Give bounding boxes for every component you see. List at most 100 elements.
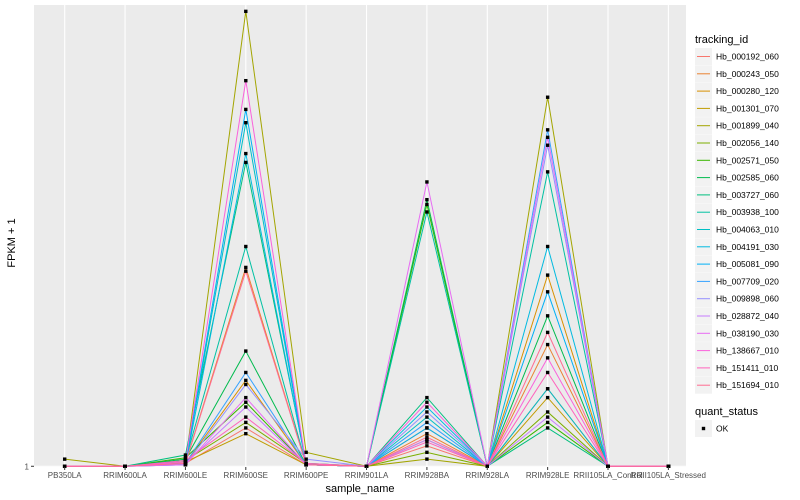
legend2-title: quant_status [695,406,758,418]
data-point [183,453,188,457]
x-tick-label: RRIM928BA [405,471,450,480]
data-point [244,265,248,270]
data-point [244,78,248,83]
data-point [244,405,248,409]
data-point [425,405,429,409]
legend-quant-status: quant_status OK [695,406,758,437]
legend-label: Hb_007709_020 [716,276,779,286]
legend-label: Hb_002585_060 [716,173,779,183]
data-point [244,151,248,156]
data-point [545,128,550,132]
data-point [244,378,248,383]
data-point [244,160,248,165]
data-point [545,95,550,99]
data-point [425,444,429,448]
y-tick-label: 1 [25,462,30,471]
data-point [244,426,248,430]
data-point [545,342,550,347]
data-point [545,370,550,375]
data-point [545,143,550,147]
x-tick-label: RRIM600LE [164,471,208,480]
data-point [425,410,429,414]
y-axis: 1 [25,462,34,471]
data-point [545,273,550,277]
data-point [425,420,429,425]
x-tick-label: RRII105LA_Stressed [631,471,706,480]
legend-label: Hb_151694_010 [716,380,779,390]
series-points [62,9,671,468]
legend2-key-point [701,426,706,431]
data-point [244,420,248,425]
legend-label: Hb_038190_030 [716,328,779,338]
data-point [62,457,67,461]
data-point [666,464,671,468]
data-point [425,450,429,455]
data-point [545,387,550,391]
legend-label: Hb_000280_120 [716,86,779,96]
data-point [123,464,127,468]
data-point [425,437,429,442]
data-point [545,330,550,335]
data-point [244,395,248,400]
data-point [425,202,429,207]
data-point [244,431,248,436]
data-point [425,426,429,430]
data-point [425,415,429,419]
legend-label: Hb_001301_070 [716,103,779,113]
data-point [485,464,489,468]
x-tick-label: RRIM600LA [103,471,147,480]
data-point [425,210,429,214]
legend-label: Hb_000243_050 [716,69,779,79]
x-tick-label: PB350LA [48,471,82,480]
x-tick-label: RRIM928LA [465,471,509,480]
legend-label: Hb_000192_060 [716,52,779,62]
data-point [545,135,550,140]
legend-label: Hb_003938_100 [716,207,779,217]
data-point [545,356,550,360]
data-point [545,244,550,249]
legend-label: Hb_005081_090 [716,259,779,269]
data-point [244,107,248,112]
data-point [244,349,248,353]
data-point [425,435,429,439]
data-point [425,400,429,404]
data-point [545,410,550,414]
legend-label: Hb_009898_060 [716,294,779,304]
legend2-label: OK [716,424,729,434]
data-point [425,180,429,184]
data-point [244,370,248,375]
data-point [545,426,550,430]
data-point [545,395,550,400]
data-point [545,290,550,294]
legend-title: tracking_id [695,34,748,46]
data-point [304,463,308,467]
plot-panel [34,5,686,467]
data-point [545,415,550,419]
legend-tracking-id: tracking_id Hb_000192_060 Hb_000243_050 Hb… [695,34,779,394]
data-point [244,415,248,419]
data-point [545,420,550,425]
legend-label: Hb_001899_040 [716,121,779,131]
legend-label: Hb_004191_030 [716,242,779,252]
data-point [545,314,550,318]
data-point [244,382,248,387]
data-point [606,464,610,468]
data-point [425,457,429,461]
data-point [425,431,429,436]
data-point [545,170,550,174]
x-axis-title: sample_name [325,483,394,495]
data-point [304,450,308,455]
legend-label: Hb_003727_060 [716,190,779,200]
x-tick-label: RRII105LA_Control [573,471,643,480]
data-point [425,440,429,444]
data-point [304,457,308,461]
data-point [364,464,369,468]
legend-label: Hb_004063_010 [716,225,779,235]
data-point [62,464,67,468]
data-point [425,197,429,202]
y-axis-title: FPKM + 1 [6,218,18,267]
legend-label: Hb_151411_010 [716,363,779,373]
x-tick-label: RRIM928LE [526,471,570,480]
data-point [244,269,248,273]
